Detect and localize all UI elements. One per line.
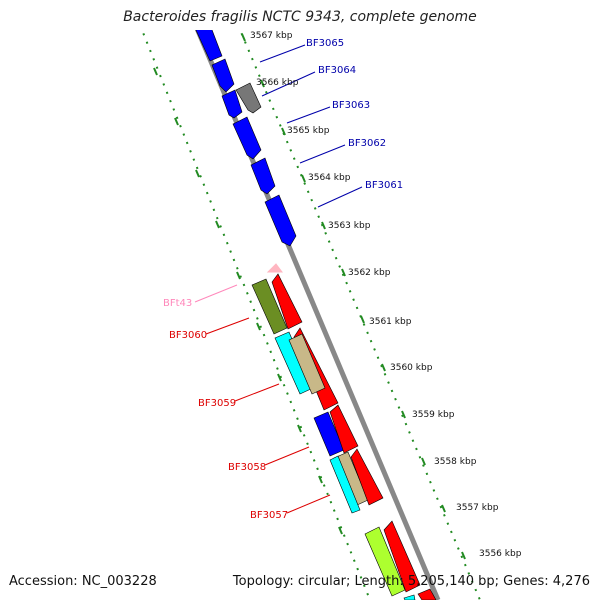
- trna-BFt43[interactable]: [266, 263, 283, 273]
- ruler-label: 3559 kbp: [412, 410, 455, 420]
- ruler-labels: 3567 kbp 3566 kbp 3565 kbp 3564 kbp 3563 kbp…: [250, 31, 522, 559]
- ruler-label: 3566 kbp: [256, 78, 299, 88]
- ruler-label: 3563 kbp: [328, 221, 371, 231]
- gene-cyan-bottom[interactable]: [403, 594, 416, 600]
- gene-BF3057[interactable]: [350, 448, 384, 506]
- ruler-label: 3562 kbp: [348, 268, 391, 278]
- ruler-label: 3557 kbp: [456, 503, 499, 513]
- gene-BF3058[interactable]: [329, 404, 359, 454]
- gene-red-bottom-2[interactable]: [417, 588, 437, 600]
- gene-BF3061[interactable]: [250, 157, 276, 195]
- ruler-label: 3556 kbp: [479, 549, 522, 559]
- reverse-genes: [251, 273, 437, 600]
- ruler-label: 3564 kbp: [308, 173, 351, 183]
- gene-gray[interactable]: [235, 82, 262, 114]
- gene-cyan-2[interactable]: [329, 455, 361, 514]
- gene-BF3063[interactable]: [221, 89, 243, 119]
- gene-label-BF3065[interactable]: BF3065: [306, 38, 344, 49]
- gene-label-BF3058[interactable]: BF3058: [228, 462, 266, 473]
- gene-label-BF3062[interactable]: BF3062: [348, 138, 386, 149]
- gene-tan[interactable]: [288, 333, 326, 395]
- ruler-label: 3558 kbp: [434, 457, 477, 467]
- gene-label-BF3064[interactable]: BF3064: [318, 65, 356, 76]
- gene-BF3060[interactable]: [271, 273, 303, 330]
- gene-BF3065[interactable]: [195, 22, 223, 62]
- gene-BF3062[interactable]: [232, 116, 262, 160]
- genome-summary-text: Topology: circular; Length: 5,205,140 bp…: [232, 574, 590, 589]
- genome-backbone: [194, 30, 441, 600]
- gene-label-BF3057[interactable]: BF3057: [250, 510, 288, 521]
- gene-olive[interactable]: [251, 278, 288, 335]
- ruler-label: 3567 kbp: [250, 31, 293, 41]
- gene-label-BF3061[interactable]: BF3061: [365, 180, 403, 191]
- gene-BF3064[interactable]: [211, 58, 235, 93]
- ruler-ticks: [241, 33, 466, 560]
- gene-label-BF3063[interactable]: BF3063: [332, 100, 370, 111]
- ruler-label: 3565 kbp: [287, 126, 330, 136]
- gene-labels: BF3065 BF3064 BF3063 BF3062 BF3061 BFt43 BF306…: [163, 38, 403, 521]
- outer-ruler-ticks: [153, 67, 343, 535]
- gene-label-BF3060[interactable]: BF3060: [169, 330, 207, 341]
- ruler-label: 3561 kbp: [369, 317, 412, 327]
- accession-text: Accession: NC_003228: [9, 574, 157, 589]
- gene-red-bottom[interactable]: [383, 520, 421, 593]
- forward-genes: [195, 22, 297, 247]
- gene-label-BFt43[interactable]: BFt43: [163, 298, 192, 309]
- label-leaders: [194, 44, 363, 514]
- gene-blue-6[interactable]: [264, 194, 297, 247]
- gene-label-BF3059[interactable]: BF3059: [198, 398, 236, 409]
- ruler-label: 3560 kbp: [390, 363, 433, 373]
- map-title: Bacteroides fragilis NCTC 9343, complete…: [123, 9, 477, 25]
